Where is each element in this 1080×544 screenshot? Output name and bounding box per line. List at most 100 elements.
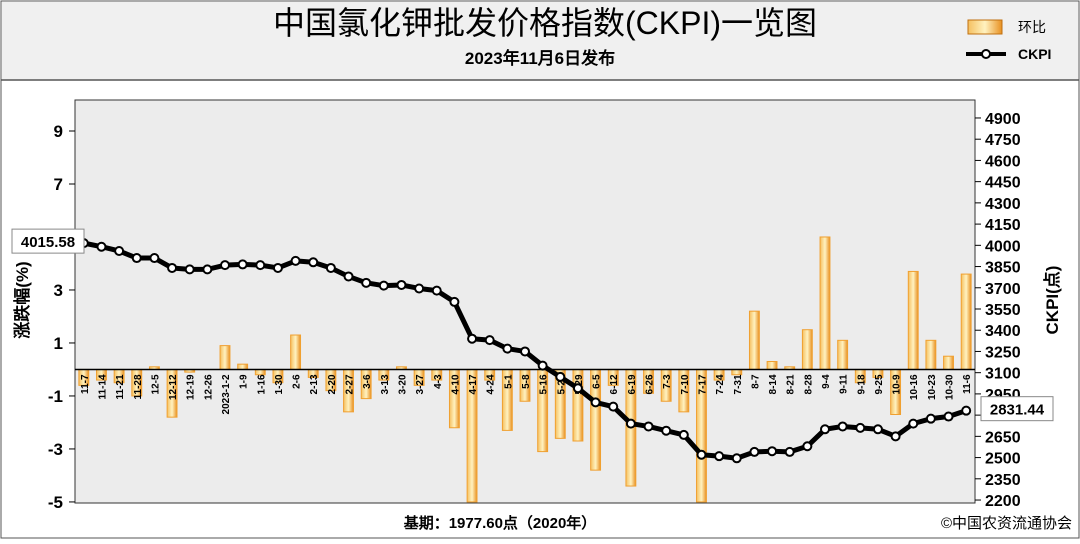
legend-label: 环比 (1018, 19, 1046, 35)
x-tick-label: 12-26 (203, 374, 214, 400)
x-tick-label: 3-6 (362, 374, 373, 389)
marker (678, 429, 689, 440)
y2-tick-label: 4150 (985, 217, 1021, 234)
x-tick-label: 3-13 (380, 374, 391, 394)
legend-swatch (967, 19, 1003, 35)
y2-tick-label: 3100 (985, 366, 1021, 383)
marker (961, 405, 972, 416)
marker (537, 360, 548, 371)
marker (555, 371, 566, 382)
x-tick-label: 4-10 (450, 374, 461, 394)
marker (431, 285, 442, 296)
x-tick-label: 6-26 (645, 374, 656, 394)
bar (943, 355, 954, 370)
x-tick-label: 8-21 (786, 374, 797, 394)
marker (855, 422, 866, 433)
bar (819, 236, 831, 370)
marker (696, 449, 707, 460)
marker (784, 446, 795, 457)
marker (661, 425, 672, 436)
bar (960, 273, 972, 370)
x-tick-label: 9-18 (856, 374, 867, 394)
x-tick-label: 8-28 (803, 374, 814, 394)
y2-tick-label: 3850 (985, 260, 1021, 277)
y-tick-label: 1 (54, 334, 63, 353)
marker (131, 253, 142, 264)
x-tick-label: 9-11 (839, 374, 850, 394)
x-tick-label: 12-19 (186, 374, 197, 400)
marker (343, 271, 354, 282)
legend-marker (981, 49, 991, 59)
x-tick-label: 12-5 (150, 374, 161, 394)
y2-tick-label: 2200 (985, 493, 1021, 510)
marker (114, 245, 125, 256)
marker (361, 277, 372, 288)
x-tick-label: 11-28 (133, 374, 144, 399)
x-tick-label: 10-23 (927, 374, 938, 400)
x-tick-label: 5-22 (556, 374, 567, 394)
x-tick-label: 7-24 (715, 374, 726, 394)
x-tick-label: 11-21 (115, 374, 126, 399)
x-tick-label: 4-3 (433, 374, 444, 389)
x-tick-label: 2-13 (309, 374, 320, 394)
marker (396, 279, 407, 290)
value-label-box (980, 396, 1054, 422)
x-tick-label: 1-9 (239, 374, 250, 389)
marker (802, 441, 813, 452)
marker (643, 421, 654, 432)
marker (184, 264, 195, 275)
x-tick-label: 7-31 (733, 374, 744, 394)
marker (925, 413, 936, 424)
y2-tick-label: 2500 (985, 451, 1021, 468)
x-tick-label: 1-16 (256, 374, 267, 394)
y2-tick-label: 3250 (985, 344, 1021, 361)
marker (167, 262, 178, 273)
bar (766, 361, 778, 370)
x-tick-label: 3-27 (415, 374, 426, 394)
chart-subtitle: 2023年11月6日发布 (465, 48, 615, 68)
y-axis-label: 涨跌幅(%) (12, 261, 32, 338)
marker (96, 241, 107, 252)
legend-label: CKPI (1018, 46, 1051, 62)
value-label: 2831.44 (990, 402, 1045, 419)
marker (290, 255, 301, 266)
x-tick-label: 11-14 (97, 374, 108, 399)
x-tick-label: 5-1 (503, 374, 514, 389)
marker (378, 280, 389, 291)
x-tick-label: 11-6 (962, 374, 973, 394)
x-tick-label: 10-16 (909, 374, 920, 400)
marker (467, 333, 478, 344)
y2-tick-label: 2350 (985, 472, 1021, 489)
marker (484, 335, 495, 346)
x-tick-label: 7-17 (697, 374, 708, 394)
marker (237, 259, 248, 270)
x-tick-label: 6-5 (592, 374, 603, 389)
y2-tick-label: 4000 (985, 238, 1021, 255)
y-tick-label: -3 (48, 440, 63, 459)
marker (502, 343, 513, 354)
x-tick-label: 12-12 (168, 374, 179, 400)
bar (907, 270, 919, 370)
value-label: 4015.58 (21, 234, 75, 251)
y2-tick-label: 4300 (985, 196, 1021, 213)
bar (254, 368, 266, 376)
y2-tick-label: 3550 (985, 302, 1021, 319)
x-tick-label: 5-16 (539, 374, 550, 394)
x-tick-label: 9-25 (874, 374, 885, 394)
x-tick-label: 10-9 (892, 374, 903, 394)
bar (219, 345, 231, 370)
y2-axis-label: CKPI(点) (1042, 266, 1062, 335)
marker (308, 257, 319, 268)
plot-area (74, 99, 976, 504)
y2-tick-label: 4900 (985, 111, 1021, 128)
y-tick-label: 9 (54, 122, 63, 141)
marker (325, 262, 336, 273)
marker (572, 383, 583, 394)
y2-tick-label: 4750 (985, 132, 1021, 149)
x-tick-label: 2-6 (292, 374, 303, 389)
marker (149, 253, 160, 264)
x-tick-label: 1-30 (274, 374, 285, 394)
y2-tick-label: 3400 (985, 323, 1021, 340)
marker (767, 446, 778, 457)
